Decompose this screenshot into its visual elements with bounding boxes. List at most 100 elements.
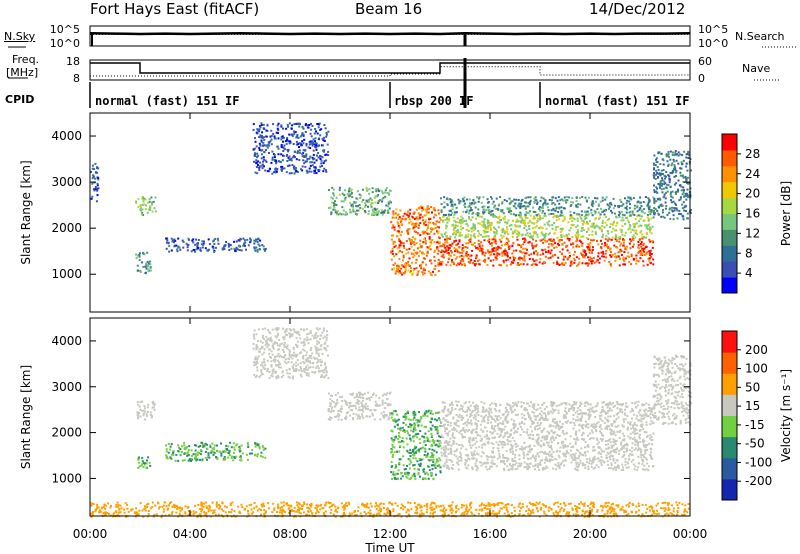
scatter-point [410, 461, 413, 464]
scatter-point [479, 222, 481, 225]
scatter-point [674, 152, 677, 155]
scatter-point [420, 424, 423, 427]
scatter-point [622, 447, 625, 450]
scatter-point [393, 217, 396, 219]
scatter-point [612, 459, 615, 462]
scatter-point [444, 231, 447, 234]
scatter-point [539, 407, 542, 410]
scatter-point [596, 208, 599, 211]
scatter-point [562, 199, 564, 202]
scatter-point [359, 394, 361, 396]
scatter-point [461, 221, 464, 224]
scatter-point [618, 205, 621, 207]
scatter-point [412, 449, 414, 452]
scatter-point [557, 225, 559, 228]
scatter-point [257, 154, 260, 157]
scatter-point [443, 430, 446, 433]
scatter-point [601, 199, 604, 202]
scatter-point [404, 266, 407, 269]
scatter-point [316, 361, 318, 364]
scatter-point [361, 409, 364, 411]
scatter-point [430, 464, 433, 467]
scatter-point [210, 450, 213, 453]
scatter-point [302, 134, 305, 137]
scatter-point [312, 362, 315, 365]
scatter-point [679, 153, 682, 156]
scatter-point [286, 137, 289, 139]
scatter-point [626, 245, 628, 248]
scatter-point [337, 415, 340, 418]
scatter-point [312, 158, 315, 161]
scatter-point [327, 377, 330, 380]
scatter-point [538, 227, 541, 230]
scatter-point [517, 220, 520, 223]
scatter-point [427, 211, 430, 214]
scatter-point [302, 357, 305, 360]
scatter-point [575, 438, 577, 441]
scatter-point [309, 132, 312, 135]
scatter-point [281, 356, 284, 359]
scatter-point [311, 352, 314, 355]
scatter-point [685, 192, 688, 195]
scatter-point [433, 250, 436, 253]
scatter-point [528, 219, 531, 222]
scatter-point [302, 142, 305, 145]
scatter-point [415, 418, 418, 421]
scatter-point [587, 403, 590, 406]
scatter-point [393, 439, 396, 441]
scatter-point [579, 196, 582, 199]
scatter-point [576, 237, 579, 240]
scatter-point [258, 376, 261, 379]
scatter-point [557, 242, 559, 245]
scatter-point [481, 220, 484, 223]
scatter-point [261, 364, 264, 367]
scatter-point [673, 168, 675, 170]
scatter-point [275, 377, 278, 380]
scatter-point [333, 194, 335, 197]
scatter-point [661, 211, 664, 214]
scatter-point [259, 455, 262, 458]
scatter-point [631, 245, 634, 248]
scatter-point [419, 430, 422, 432]
scatter-point [477, 235, 480, 238]
scatter-point [481, 248, 484, 251]
scatter-point [288, 332, 291, 335]
scatter-point [507, 240, 510, 243]
scatter-point [618, 216, 621, 219]
scatter-point [456, 256, 459, 259]
scatter-point [633, 222, 636, 225]
scatter-point [280, 153, 283, 156]
scatter-point [524, 252, 527, 255]
scatter-point [439, 470, 442, 473]
scatter-point [556, 262, 559, 265]
scatter-point [399, 429, 402, 432]
scatter-point [358, 203, 361, 206]
scatter-point [641, 236, 644, 239]
scatter-point [255, 333, 258, 336]
scatter-point [450, 203, 453, 206]
scatter-point [264, 340, 267, 343]
scatter-point [233, 456, 236, 459]
scatter-point [286, 123, 289, 126]
scatter-point [550, 203, 553, 206]
scatter-point [392, 453, 394, 456]
scatter-point [659, 183, 662, 186]
scatter-point [633, 243, 635, 246]
scatter-point [315, 148, 318, 151]
scatter-point [369, 197, 372, 200]
scatter-point [535, 243, 538, 246]
scatter-point [639, 249, 642, 252]
scatter-point [417, 449, 420, 452]
scatter-point [637, 466, 640, 469]
scatter-point [536, 466, 539, 468]
scatter-point [470, 227, 473, 230]
scatter-point [401, 426, 404, 429]
scatter-point [645, 252, 648, 255]
scatter-point [318, 341, 321, 344]
scatter-point [263, 158, 265, 161]
scatter-point [637, 225, 640, 228]
scatter-point [471, 468, 474, 471]
scatter-point [438, 435, 441, 438]
scatter-point [450, 251, 453, 254]
scatter-point [179, 248, 182, 251]
